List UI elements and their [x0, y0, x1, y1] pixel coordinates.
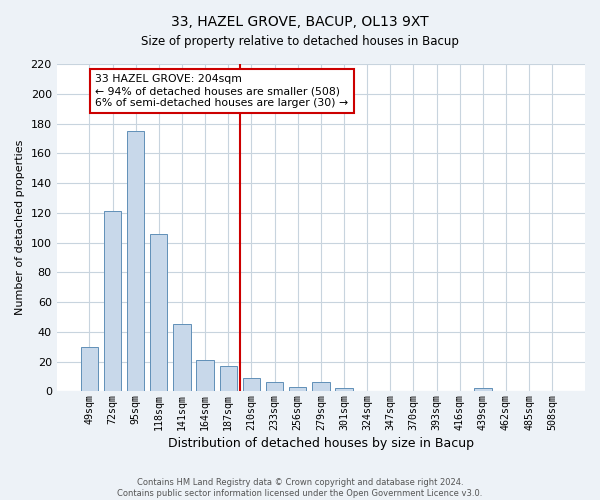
Bar: [150, 234, 167, 392]
Bar: [127, 131, 145, 392]
Bar: [474, 388, 491, 392]
Bar: [220, 366, 237, 392]
Text: 33, HAZEL GROVE, BACUP, OL13 9XT: 33, HAZEL GROVE, BACUP, OL13 9XT: [171, 15, 429, 29]
Y-axis label: Number of detached properties: Number of detached properties: [15, 140, 25, 316]
Text: Size of property relative to detached houses in Bacup: Size of property relative to detached ho…: [141, 35, 459, 48]
Bar: [80, 346, 98, 392]
X-axis label: Distribution of detached houses by size in Bacup: Distribution of detached houses by size …: [168, 437, 474, 450]
Bar: [104, 212, 121, 392]
Bar: [266, 382, 283, 392]
Bar: [289, 387, 307, 392]
Bar: [173, 324, 191, 392]
Bar: [243, 378, 260, 392]
Text: Contains HM Land Registry data © Crown copyright and database right 2024.
Contai: Contains HM Land Registry data © Crown c…: [118, 478, 482, 498]
Bar: [312, 382, 329, 392]
Bar: [196, 360, 214, 392]
Text: 33 HAZEL GROVE: 204sqm
← 94% of detached houses are smaller (508)
6% of semi-det: 33 HAZEL GROVE: 204sqm ← 94% of detached…: [95, 74, 348, 108]
Bar: [335, 388, 353, 392]
